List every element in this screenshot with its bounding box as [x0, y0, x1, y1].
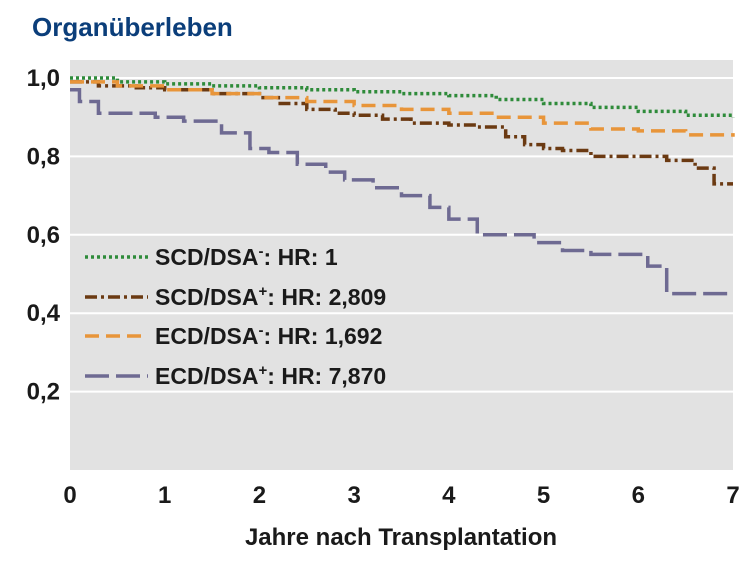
y-tick-label: 0,4	[27, 300, 61, 327]
legend-label-superscript: -	[259, 243, 264, 260]
legend-label-superscript: +	[259, 362, 268, 379]
legend-label-main: ECD/DSA	[155, 363, 259, 389]
legend-label-main: ECD/DSA	[155, 323, 259, 349]
x-tick-label: 7	[726, 482, 739, 509]
legend-label-rest: : HR: 7,870	[267, 363, 386, 389]
legend-label-rest: : HR: 2,809	[267, 284, 386, 310]
x-tick-label: 3	[347, 482, 360, 509]
legend-label-superscript: +	[259, 283, 268, 300]
series-line	[70, 76, 735, 118]
x-tick-label: 1	[158, 482, 171, 509]
x-tick-label: 4	[442, 482, 456, 509]
x-tick-label: 6	[632, 482, 645, 509]
x-tick-label: 5	[537, 482, 550, 509]
y-tick-label: 1,0	[27, 65, 60, 92]
legend-label-superscript: -	[259, 322, 264, 339]
x-tick-label: 2	[253, 482, 266, 509]
legend-label-rest: : HR: 1	[264, 244, 338, 270]
series-line	[70, 80, 735, 137]
y-tick-label: 0,6	[27, 222, 60, 249]
x-axis-label: Jahre nach Transplantation	[245, 524, 557, 551]
chart-title: Organüberleben	[32, 12, 233, 42]
series-lines	[70, 76, 735, 296]
legend-label: SCD/DSA-: HR: 1	[155, 243, 338, 270]
y-tick-label: 0,8	[27, 143, 60, 170]
legend-label-main: SCD/DSA	[155, 244, 259, 270]
x-axis-ticks: 0 1 2 3 4 5 6 7	[63, 470, 740, 509]
legend-label: SCD/DSA+: HR: 2,809	[155, 283, 386, 310]
x-tick-label: 0	[63, 482, 76, 509]
legend-label: ECD/DSA+: HR: 7,870	[155, 362, 386, 389]
legend-label: ECD/DSA-: HR: 1,692	[155, 322, 382, 349]
legend-label-rest: : HR: 1,692	[264, 323, 383, 349]
series-line	[70, 88, 733, 296]
legend-label-main: SCD/DSA	[155, 284, 259, 310]
y-tick-label: 0,2	[27, 379, 60, 406]
y-axis-ticks: 1,0 0,8 0,6 0,4 0,2	[27, 65, 61, 406]
